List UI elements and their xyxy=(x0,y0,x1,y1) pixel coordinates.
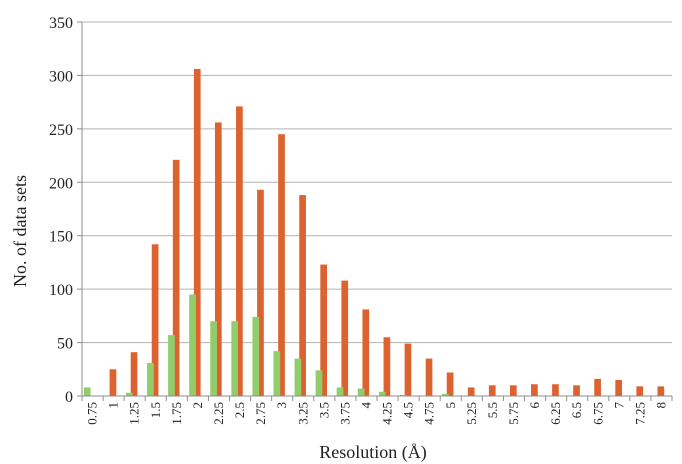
bar xyxy=(341,280,349,396)
bar xyxy=(594,378,601,396)
x-tick-label: 5.75 xyxy=(506,402,521,425)
x-axis-title: Resolution (Å) xyxy=(319,442,427,463)
x-tick-label: 1.5 xyxy=(148,402,163,418)
bar xyxy=(362,309,370,396)
x-tick-label: 2 xyxy=(190,402,205,409)
bar xyxy=(214,122,222,396)
x-tick-label: 5.5 xyxy=(485,402,500,418)
x-tick-label: 5.25 xyxy=(464,402,479,425)
bar xyxy=(531,384,538,396)
bar xyxy=(210,321,217,396)
bar xyxy=(125,392,133,396)
bar xyxy=(252,316,260,396)
bar xyxy=(615,379,623,396)
y-tick-label: 50 xyxy=(57,336,73,353)
x-tick-label: 6.75 xyxy=(590,402,605,425)
bar xyxy=(336,387,344,396)
bar xyxy=(130,352,138,396)
x-tick-label: 2.5 xyxy=(232,402,247,418)
y-tick-label: 250 xyxy=(49,122,73,139)
bar xyxy=(442,393,449,396)
bar xyxy=(299,195,306,396)
x-tick-label: 2.25 xyxy=(211,402,226,425)
bar xyxy=(320,264,328,396)
x-tick-label: 4.5 xyxy=(401,402,416,418)
x-tick-label: 4 xyxy=(358,402,373,409)
y-tick-label: 150 xyxy=(49,229,73,246)
bar xyxy=(193,69,201,397)
bar xyxy=(573,385,580,396)
x-tick-label: 1 xyxy=(106,402,121,409)
bar xyxy=(147,362,154,396)
bar xyxy=(231,321,239,396)
bar xyxy=(273,351,281,396)
bar xyxy=(383,337,391,396)
x-tick-label: 0.75 xyxy=(85,402,100,425)
axes xyxy=(77,21,673,401)
bar xyxy=(278,134,285,396)
bar xyxy=(109,369,117,396)
bar xyxy=(315,370,323,396)
y-tick-label: 300 xyxy=(49,68,73,85)
bar xyxy=(151,244,159,396)
x-tick-label: 3.25 xyxy=(295,402,310,425)
x-tick-label: 3.5 xyxy=(316,402,331,418)
x-tick-label: 6.5 xyxy=(569,402,584,418)
x-tick-label: 6 xyxy=(527,402,542,409)
bar xyxy=(378,391,386,396)
x-tick-label: 6.25 xyxy=(548,402,563,425)
y-tick-label: 0 xyxy=(65,389,73,406)
x-tick-label: 8 xyxy=(653,402,668,409)
bar xyxy=(636,386,644,396)
bar xyxy=(399,394,407,396)
bar xyxy=(467,387,475,396)
y-tick-label: 200 xyxy=(49,175,73,192)
y-tick-label: 350 xyxy=(49,15,73,32)
x-tick-labels: 0.75 1 1.25 1.5 1.75 2 2.25 2.5 2.75 3 3.25 3.5 3.75… xyxy=(85,402,669,425)
bar xyxy=(257,189,264,396)
gridlines xyxy=(82,21,672,344)
y-axis-title: No. of data sets xyxy=(10,175,30,287)
x-tick-label: 7.25 xyxy=(632,402,647,425)
bar xyxy=(425,358,433,396)
x-tick-label: 7 xyxy=(611,402,626,409)
bar xyxy=(404,343,412,396)
bar xyxy=(83,387,91,396)
bar xyxy=(509,385,517,396)
bar xyxy=(236,106,243,397)
bar xyxy=(189,294,196,396)
x-tick-label: 4.75 xyxy=(422,402,437,425)
bar xyxy=(168,335,175,396)
x-tick-label: 5 xyxy=(443,402,458,409)
bars xyxy=(83,69,665,397)
bar xyxy=(172,159,180,396)
bar xyxy=(552,384,559,396)
x-tick-label: 2.75 xyxy=(253,402,268,425)
bar xyxy=(294,358,302,396)
bar xyxy=(357,388,365,396)
bar xyxy=(657,386,665,396)
y-tick-labels: 0 50 100 150 200 250 300 350 xyxy=(49,15,73,406)
bar xyxy=(488,385,496,396)
bar xyxy=(446,372,454,396)
x-tick-label: 3.75 xyxy=(337,402,352,425)
x-tick-label: 4.25 xyxy=(380,402,395,425)
y-tick-label: 100 xyxy=(49,282,73,299)
x-tick-label: 3 xyxy=(274,402,289,409)
x-tick-label: 1.25 xyxy=(127,402,142,425)
x-tick-label: 1.75 xyxy=(169,402,184,425)
